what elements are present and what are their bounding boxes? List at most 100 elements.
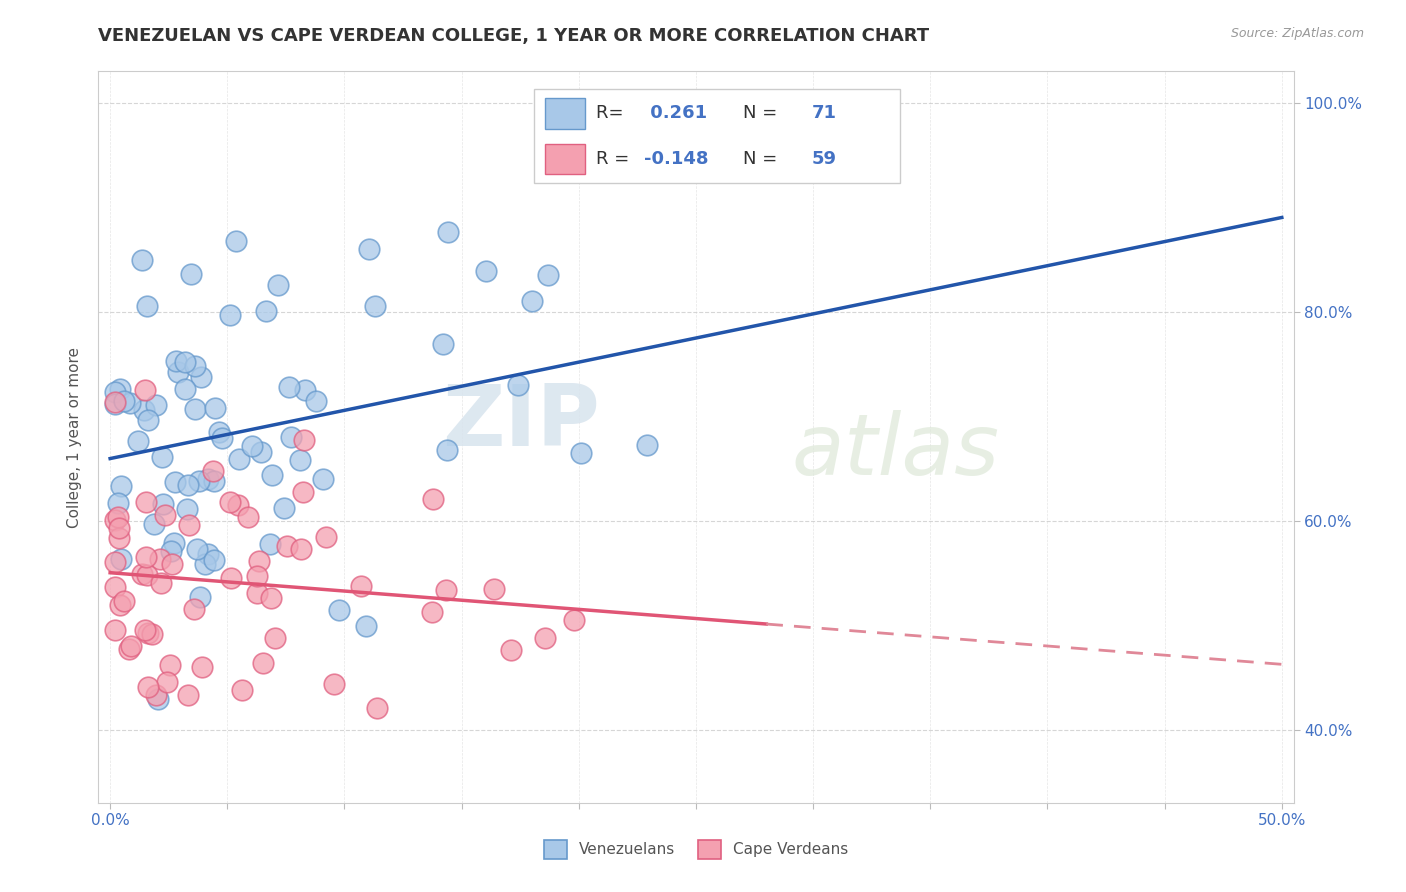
Point <box>184 401 207 416</box>
Point <box>432 336 454 351</box>
Point <box>112 594 135 608</box>
Point <box>174 382 197 396</box>
Point <box>364 299 387 313</box>
Point <box>197 548 219 562</box>
Point <box>252 656 274 670</box>
Point <box>149 576 172 591</box>
Point <box>177 478 200 492</box>
Point <box>201 463 224 477</box>
Point <box>177 688 200 702</box>
Point <box>134 384 156 398</box>
Point <box>135 549 157 564</box>
Point <box>354 619 377 633</box>
Point <box>174 355 197 369</box>
Point <box>104 397 127 411</box>
FancyBboxPatch shape <box>534 89 900 183</box>
Point <box>110 599 132 613</box>
Text: R=: R= <box>596 104 630 122</box>
Point <box>188 591 211 605</box>
Point <box>108 382 131 396</box>
Text: Source: ZipAtlas.com: Source: ZipAtlas.com <box>1230 27 1364 40</box>
Point <box>312 472 335 486</box>
Point <box>180 267 202 281</box>
Point <box>118 642 141 657</box>
Point <box>141 627 163 641</box>
Point <box>104 555 127 569</box>
Point <box>120 396 142 410</box>
Point <box>108 520 131 534</box>
Point <box>260 591 283 605</box>
Text: ZIP: ZIP <box>443 381 600 464</box>
Point <box>108 531 131 545</box>
Text: R =: R = <box>596 150 630 168</box>
Point <box>249 554 271 568</box>
Point <box>437 226 460 240</box>
Point <box>202 475 225 489</box>
Point <box>246 586 269 600</box>
Text: atlas: atlas <box>792 410 1000 493</box>
Point <box>107 496 129 510</box>
Point <box>254 304 277 318</box>
Point <box>236 509 259 524</box>
Point <box>202 553 225 567</box>
Point <box>135 567 157 582</box>
Point <box>136 625 159 640</box>
Point <box>276 539 298 553</box>
Point <box>120 640 142 654</box>
Point <box>187 474 209 488</box>
Point <box>290 542 312 557</box>
Point <box>145 398 167 412</box>
Point <box>150 450 173 464</box>
Point <box>231 683 253 698</box>
Point <box>350 579 373 593</box>
Point <box>211 431 233 445</box>
Point <box>280 430 302 444</box>
Point <box>434 583 457 598</box>
Point <box>534 631 557 645</box>
Text: N =: N = <box>742 150 778 168</box>
Point <box>104 384 127 399</box>
Point <box>420 605 443 619</box>
Point <box>163 536 186 550</box>
Point <box>136 413 159 427</box>
Point <box>131 567 153 582</box>
Point <box>146 692 169 706</box>
Point <box>204 401 226 415</box>
Point <box>219 571 242 585</box>
Point <box>153 508 176 522</box>
Point <box>482 582 505 596</box>
Point <box>536 268 558 283</box>
Point <box>569 446 592 460</box>
Point <box>240 439 263 453</box>
Point <box>110 552 132 566</box>
Point <box>131 253 153 268</box>
Point <box>160 544 183 558</box>
Point <box>184 359 207 374</box>
Point <box>194 557 217 571</box>
Point <box>149 552 172 566</box>
Text: 59: 59 <box>813 150 837 168</box>
Point <box>197 472 219 486</box>
Point <box>328 603 350 617</box>
Point <box>291 484 314 499</box>
Point <box>475 264 498 278</box>
Point <box>288 453 311 467</box>
Point <box>135 495 157 509</box>
Point <box>136 680 159 694</box>
Point <box>177 518 200 533</box>
Point <box>273 501 295 516</box>
Point <box>104 513 127 527</box>
Point <box>277 379 299 393</box>
Point <box>225 234 247 248</box>
Point <box>136 299 159 313</box>
Point <box>436 443 458 458</box>
Point <box>562 613 585 627</box>
Point <box>160 557 183 571</box>
Point <box>264 631 287 645</box>
Point <box>246 568 269 582</box>
FancyBboxPatch shape <box>546 97 585 128</box>
FancyBboxPatch shape <box>546 144 585 175</box>
Point <box>145 689 167 703</box>
Text: VENEZUELAN VS CAPE VERDEAN COLLEGE, 1 YEAR OR MORE CORRELATION CHART: VENEZUELAN VS CAPE VERDEAN COLLEGE, 1 YE… <box>98 27 929 45</box>
Point <box>165 353 187 368</box>
